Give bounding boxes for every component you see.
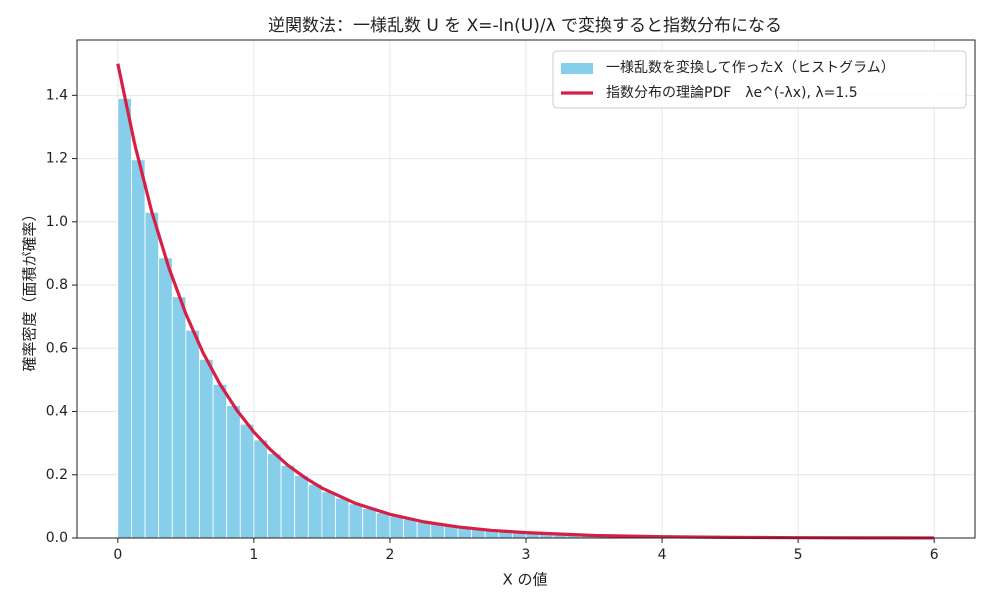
plot-frame — [76, 39, 976, 539]
chart-title: 逆関数法：一様乱数 U を X=-ln(U)/λ で変換すると指数分布になる — [268, 16, 782, 36]
histogram-bar — [389, 515, 404, 539]
histogram-bar — [335, 497, 350, 539]
histogram-bar — [362, 508, 377, 539]
histogram-bar — [144, 211, 160, 539]
x-axis-label: X の値 — [502, 571, 547, 589]
histogram-bar — [253, 439, 268, 539]
histogram-bar — [158, 257, 173, 539]
histogram-bar — [416, 521, 432, 539]
y-tick-label: 0.2 — [46, 467, 68, 483]
histogram-bar — [375, 512, 391, 539]
x-tick-label: 1 — [249, 547, 258, 563]
histogram-bar — [117, 98, 132, 539]
legend-label: 一様乱数を変換して作ったX（ヒストグラム） — [606, 59, 895, 76]
y-tick-label: 1.2 — [46, 151, 68, 167]
histogram-bar — [267, 453, 282, 539]
x-tick-label: 6 — [930, 547, 939, 563]
y-axis-label: 確率密度（面積が確率） — [21, 206, 39, 371]
x-tick-label: 4 — [658, 547, 667, 563]
legend-box — [552, 50, 967, 109]
legend: 一様乱数を変換して作ったX（ヒストグラム） 指数分布の理論PDF λe^(-λx)… — [552, 50, 967, 109]
histogram-bar — [348, 503, 364, 539]
legend-label: 指数分布の理論PDF λe^(-λx), λ=1.5 — [606, 85, 858, 101]
histogram-bar — [131, 159, 146, 539]
histogram-bar — [199, 358, 214, 539]
x-tick-label: 2 — [385, 547, 394, 563]
y-tick-label: 0.0 — [46, 530, 68, 546]
histogram-bar — [294, 474, 309, 539]
legend-swatch — [561, 63, 593, 74]
x-tick-label: 3 — [522, 547, 531, 563]
histogram-bar — [321, 491, 336, 539]
histogram-bar — [239, 423, 255, 539]
histogram-bar — [185, 329, 200, 539]
histogram-bar — [307, 483, 323, 539]
y-tick-label: 0.8 — [46, 277, 68, 293]
y-tick-label: 1.4 — [46, 87, 68, 103]
x-tick-label: 0 — [113, 547, 122, 563]
y-tick-label: 0.6 — [46, 340, 68, 356]
histogram-bar — [171, 296, 187, 539]
histogram-bar — [280, 464, 296, 539]
histogram-bar — [212, 383, 228, 539]
x-tick-label: 5 — [794, 547, 803, 563]
pdf-line — [116, 63, 935, 540]
y-tick-label: 0.4 — [46, 404, 68, 420]
histogram-bar — [226, 405, 241, 539]
histogram-bar — [403, 518, 418, 539]
y-tick-label: 1.0 — [46, 214, 68, 230]
